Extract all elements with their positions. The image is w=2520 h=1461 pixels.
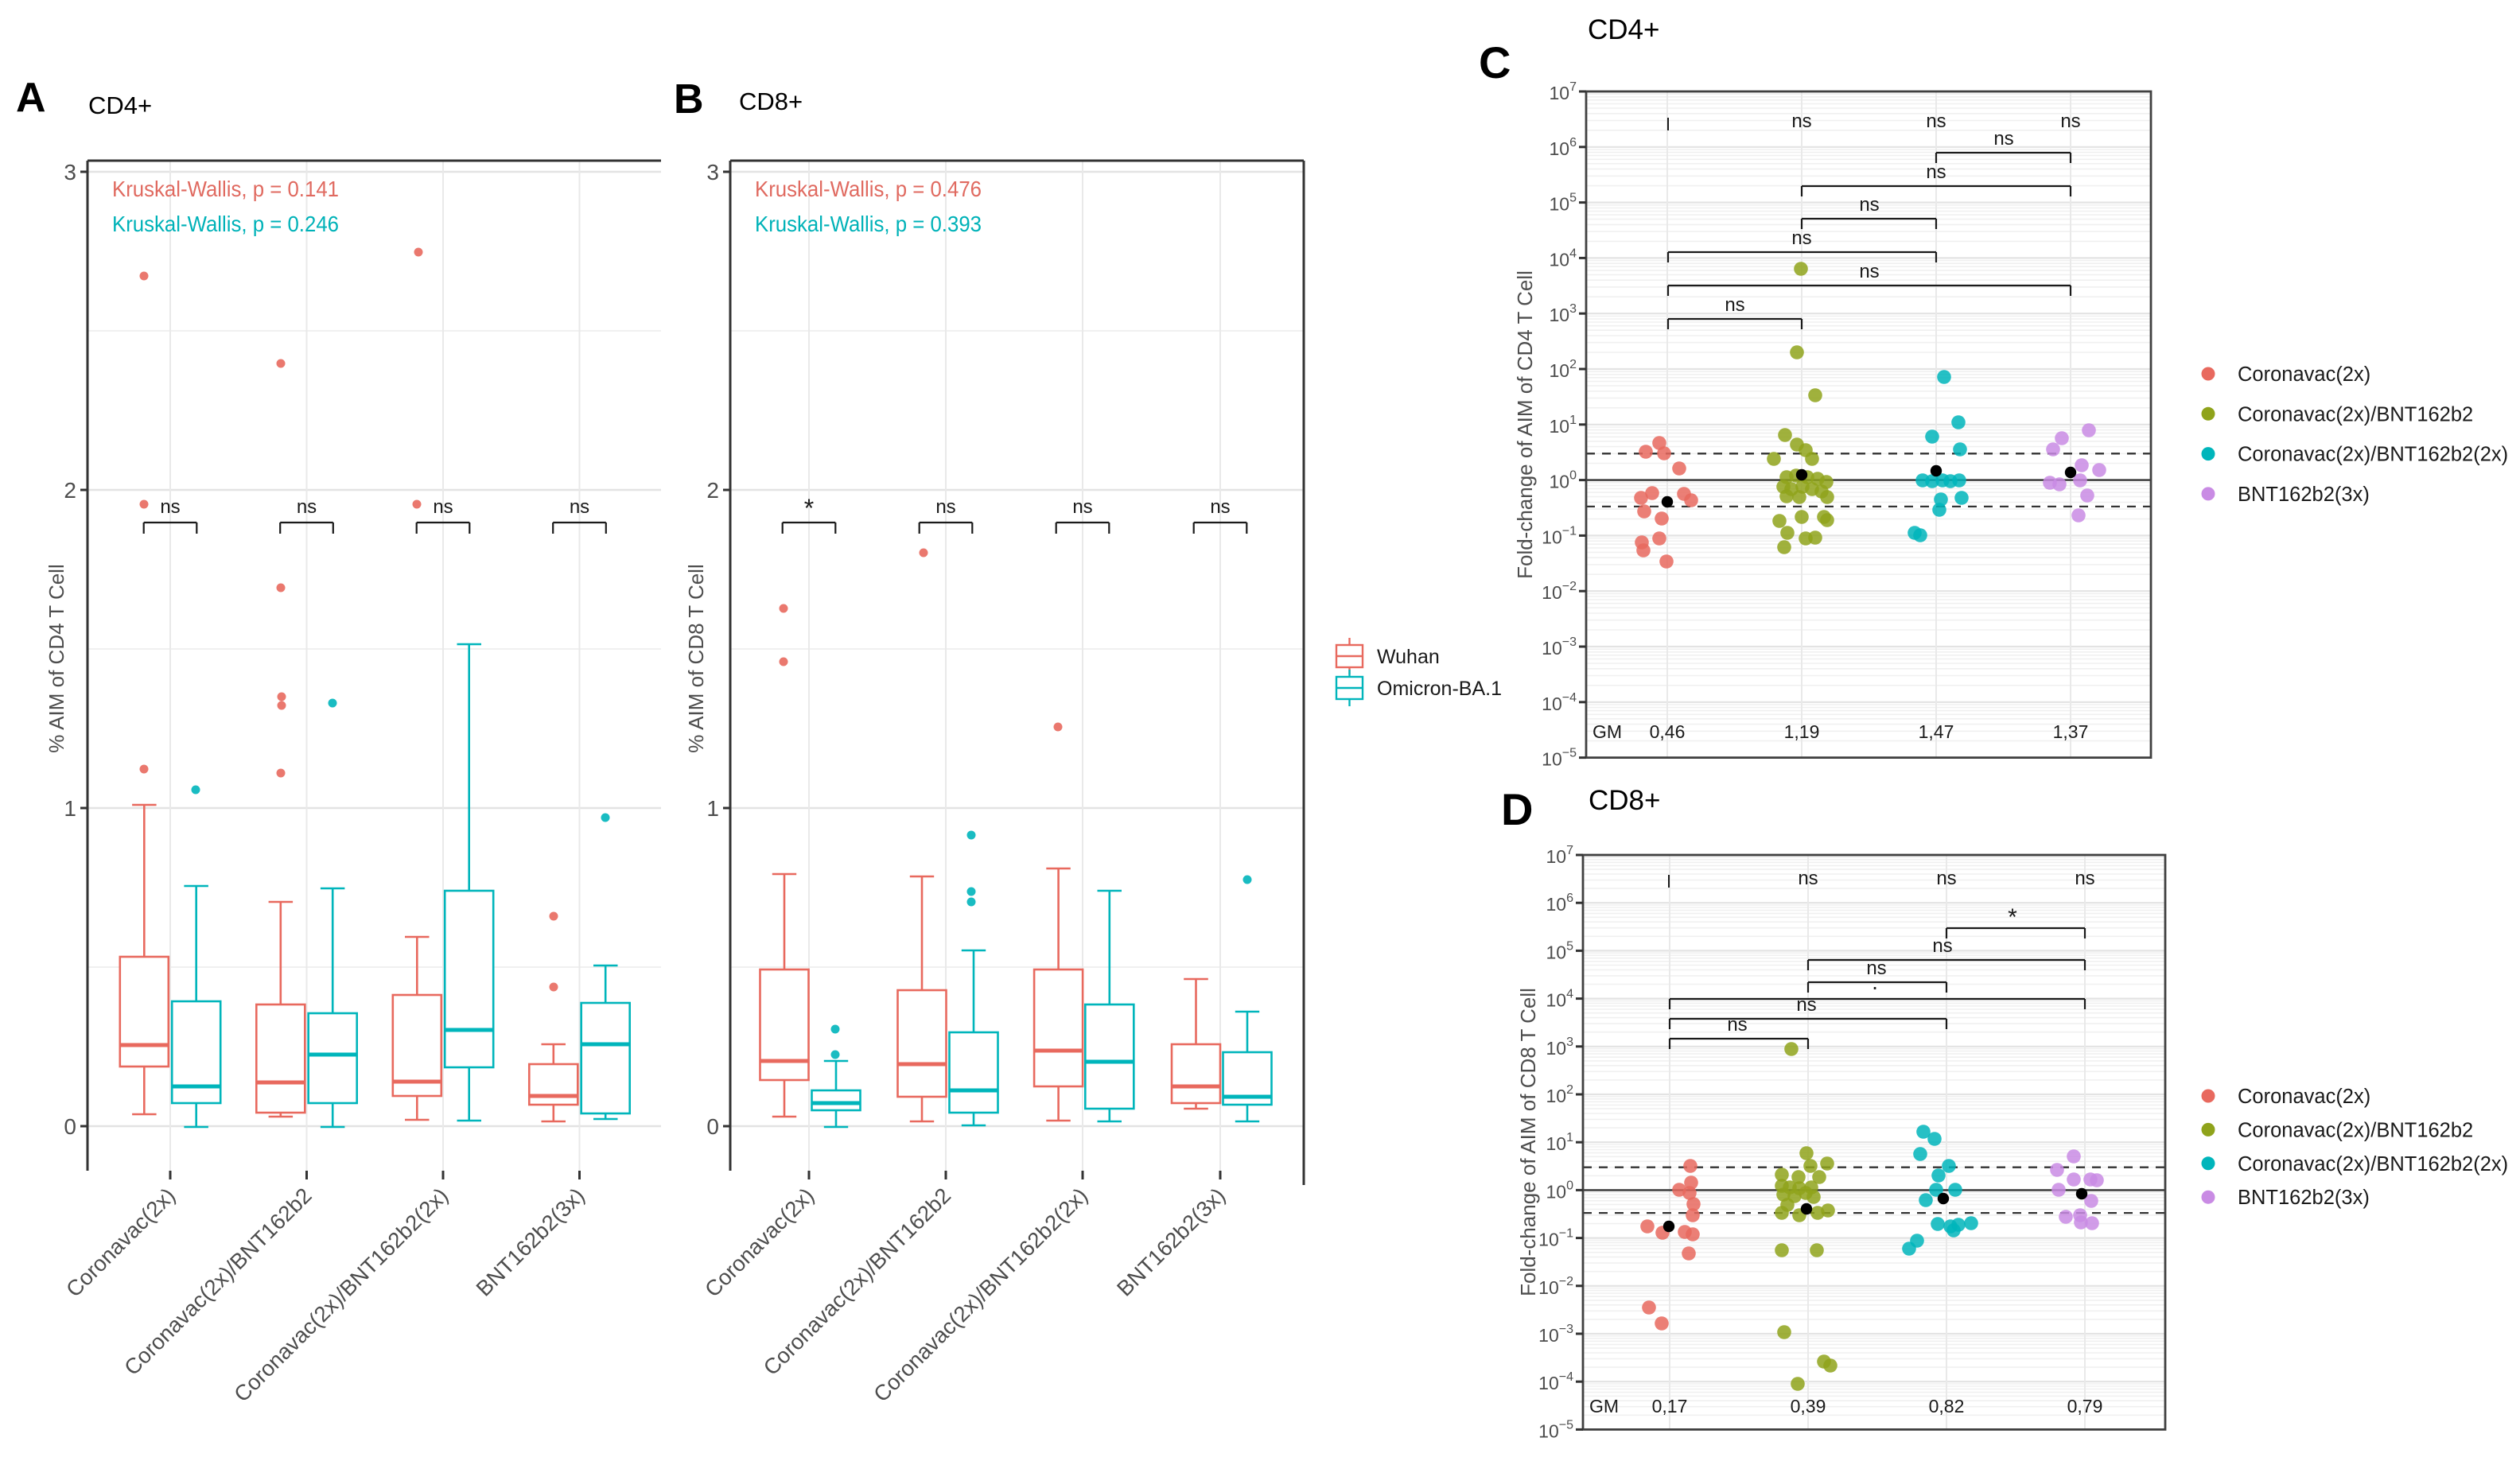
svg-text:Coronavac(2x)/BNT162b2(2x): Coronavac(2x)/BNT162b2(2x)	[2238, 444, 2508, 466]
svg-text:A: A	[16, 75, 46, 121]
svg-text:Omicron-BA.1: Omicron-BA.1	[1377, 678, 1502, 700]
svg-text:Wuhan: Wuhan	[1377, 646, 1440, 668]
svg-text:ns: ns	[2060, 111, 2080, 132]
svg-text:3: 3	[706, 160, 719, 185]
svg-text:0,79: 0,79	[2067, 1396, 2103, 1416]
svg-text:BNT162b2(3x): BNT162b2(3x)	[2238, 484, 2370, 506]
svg-text:ns: ns	[1859, 194, 1879, 216]
svg-text:ns: ns	[433, 496, 453, 518]
svg-text:Coronavac(2x): Coronavac(2x)	[2238, 1086, 2370, 1108]
svg-text:ns: ns	[1791, 111, 1811, 132]
svg-text:GM: GM	[1592, 721, 1622, 742]
svg-text:0,39: 0,39	[1791, 1396, 1826, 1416]
svg-text:ns: ns	[1210, 496, 1230, 518]
svg-text:ns: ns	[1926, 111, 1946, 132]
svg-text:0,46: 0,46	[1650, 721, 1686, 742]
svg-text:0: 0	[64, 1114, 76, 1139]
svg-text:*: *	[2008, 904, 2017, 931]
svg-text:102: 102	[1546, 1083, 1574, 1106]
svg-text:1,37: 1,37	[2053, 721, 2089, 742]
svg-text:0,82: 0,82	[1929, 1396, 1965, 1416]
svg-text:ns: ns	[1859, 261, 1879, 282]
svg-text:Coronavac(2x)/BNT162b2: Coronavac(2x)/BNT162b2	[2238, 1119, 2473, 1141]
svg-text:Kruskal-Wallis, p = 0.141: Kruskal-Wallis, p = 0.141	[112, 177, 339, 201]
svg-text:% AIM of CD8 T Cell: % AIM of CD8 T Cell	[684, 564, 708, 752]
svg-text:2: 2	[706, 478, 719, 503]
svg-text:ns: ns	[1866, 958, 1886, 979]
svg-text:ns: ns	[2075, 868, 2094, 889]
svg-text:ns: ns	[1936, 868, 1956, 889]
svg-text:·: ·	[1871, 974, 1878, 999]
svg-text:ns: ns	[1725, 294, 1744, 316]
svg-text:3: 3	[64, 160, 76, 185]
svg-text:ns: ns	[1072, 496, 1092, 518]
svg-text:ns: ns	[570, 496, 589, 518]
svg-text:D: D	[1501, 784, 1533, 834]
svg-text:ns: ns	[1932, 935, 1952, 957]
svg-text:1: 1	[64, 796, 76, 821]
svg-text:ns: ns	[1798, 868, 1818, 889]
svg-text:Coronavac(2x)/BNT162b2(2x): Coronavac(2x)/BNT162b2(2x)	[2238, 1153, 2508, 1175]
svg-text:ns: ns	[1796, 994, 1816, 1016]
svg-text:C: C	[1479, 37, 1511, 87]
svg-text:Fold-change of AIM of CD8 T Ce: Fold-change of AIM of CD8 T Cell	[1516, 988, 1540, 1296]
svg-text:ns: ns	[1926, 161, 1946, 183]
svg-text:ns: ns	[297, 496, 317, 518]
svg-text:Fold-change of AIM of CD4 T Ce: Fold-change of AIM of CD4 T Cell	[1513, 270, 1537, 579]
svg-text:*: *	[804, 494, 814, 523]
svg-text:ns: ns	[935, 496, 955, 518]
svg-text:ns: ns	[1727, 1014, 1747, 1036]
svg-text:Kruskal-Wallis, p = 0.246: Kruskal-Wallis, p = 0.246	[112, 212, 339, 236]
svg-text:Coronavac(2x)/BNT162b2: Coronavac(2x)/BNT162b2	[2238, 403, 2473, 425]
svg-text:Coronavac(2x): Coronavac(2x)	[2238, 363, 2370, 386]
svg-text:ns: ns	[1993, 128, 2013, 150]
svg-text:1,19: 1,19	[1784, 721, 1820, 742]
svg-text:CD8+: CD8+	[1589, 785, 1660, 816]
svg-text:CD4+: CD4+	[88, 91, 152, 119]
svg-text:GM: GM	[1589, 1396, 1619, 1416]
svg-text:% AIM of CD4 T Cell: % AIM of CD4 T Cell	[45, 564, 68, 752]
svg-text:CD8+: CD8+	[739, 87, 803, 115]
svg-text:1,47: 1,47	[1919, 721, 1954, 742]
svg-text:B: B	[674, 76, 704, 122]
svg-text:CD4+: CD4+	[1588, 14, 1659, 45]
svg-text:ns: ns	[1791, 227, 1811, 249]
svg-text:BNT162b2(3x): BNT162b2(3x)	[2238, 1187, 2370, 1209]
svg-text:0: 0	[706, 1114, 719, 1139]
svg-text:ns: ns	[160, 496, 180, 518]
svg-text:2: 2	[64, 478, 76, 503]
svg-text:Kruskal-Wallis, p = 0.393: Kruskal-Wallis, p = 0.393	[755, 212, 982, 236]
svg-text:0,17: 0,17	[1652, 1396, 1688, 1416]
svg-text:1: 1	[706, 796, 719, 821]
svg-text:Kruskal-Wallis, p = 0.476: Kruskal-Wallis, p = 0.476	[755, 177, 982, 201]
